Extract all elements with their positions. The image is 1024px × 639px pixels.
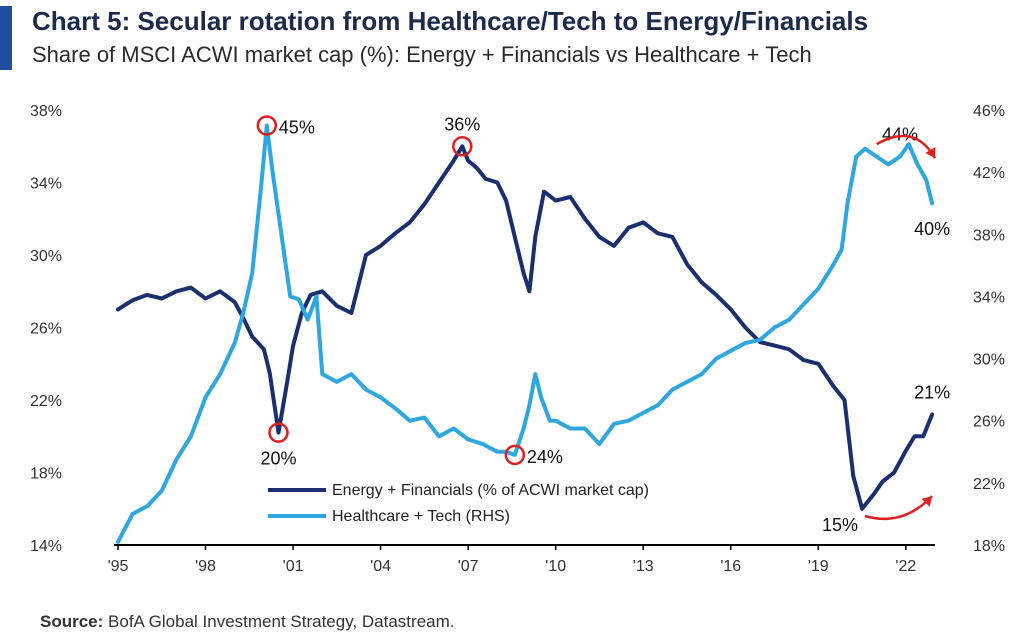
hc-tech-down-arrow-head — [925, 147, 936, 159]
y-left-tick-label: 22% — [30, 393, 62, 410]
annotation-label: 40% — [914, 219, 950, 239]
y-right-tick-label: 46% — [973, 103, 1005, 120]
series-line-healthcare-tech — [116, 123, 935, 544]
x-tick-label: '95 — [108, 558, 129, 575]
source-label: Source: — [40, 612, 104, 631]
y-left-tick-label: 18% — [30, 466, 62, 483]
annotation-label: 36% — [444, 114, 480, 134]
y-right-tick-label: 18% — [973, 538, 1005, 555]
y-left-tick-label: 30% — [30, 248, 62, 265]
annotation-label: 15% — [822, 515, 858, 535]
x-tick-label: '16 — [720, 558, 741, 575]
x-tick-label: '07 — [458, 558, 479, 575]
y-right-tick-label: 42% — [973, 165, 1005, 182]
accent-bar — [0, 6, 12, 70]
source-note: Source: BofA Global Investment Strategy,… — [40, 612, 455, 632]
x-tick-label: '98 — [195, 558, 216, 575]
x-tick-label: '13 — [633, 558, 654, 575]
x-tick-label: '19 — [808, 558, 829, 575]
annotation-label: 24% — [527, 447, 563, 467]
y-right-tick-label: 26% — [973, 414, 1005, 431]
annotation-label: 21% — [914, 383, 950, 403]
ef-up-arrow — [864, 495, 933, 521]
y-right-tick-label: 38% — [973, 227, 1005, 244]
x-tick-label: '04 — [370, 558, 391, 575]
y-right-tick-label: 22% — [973, 476, 1005, 493]
legend-label: Energy + Financials (% of ACWI market ca… — [332, 482, 649, 499]
chart-subtitle: Share of MSCI ACWI market cap (%): Energ… — [32, 42, 812, 67]
legend-label: Healthcare + Tech (RHS) — [332, 508, 510, 525]
annotation-label: 20% — [260, 449, 296, 469]
series-line-energy-financials — [116, 144, 935, 511]
y-right-tick-label: 30% — [973, 352, 1005, 369]
y-left-tick-label: 34% — [30, 176, 62, 193]
source-text: BofA Global Investment Strategy, Datastr… — [108, 612, 455, 631]
annotation-circle — [268, 422, 289, 443]
annotation-label: 45% — [279, 118, 315, 138]
x-tick-label: '22 — [895, 558, 916, 575]
y-left-tick-label: 14% — [30, 538, 62, 555]
annotation-circle — [256, 115, 278, 136]
chart-title: Chart 5: Secular rotation from Healthcar… — [32, 6, 869, 36]
x-tick-label: '10 — [545, 558, 566, 575]
ef-up-arrow-head — [921, 496, 933, 507]
y-left-tick-label: 26% — [30, 321, 62, 338]
y-right-tick-label: 34% — [973, 289, 1005, 306]
x-tick-label: '01 — [283, 558, 304, 575]
y-left-tick-label: 38% — [30, 103, 62, 120]
annotation-circle — [504, 444, 526, 466]
annotation-label: 44% — [882, 125, 918, 145]
annotation-circle — [452, 136, 473, 157]
